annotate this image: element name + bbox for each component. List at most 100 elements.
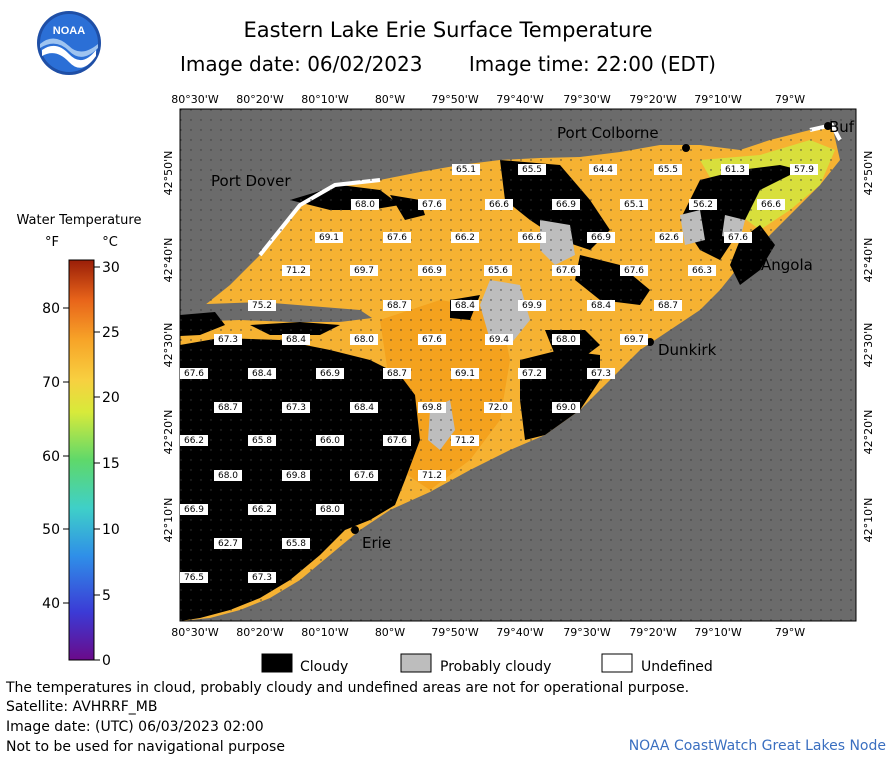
- temp-label: 68.4: [252, 369, 272, 379]
- temp-label: 69.1: [319, 233, 339, 243]
- lat-label: 42°30'N: [162, 323, 175, 368]
- key-undefined-label: Undefined: [641, 659, 713, 675]
- legend-f-tick: 60: [42, 449, 60, 465]
- temp-label: 71.2: [422, 471, 442, 481]
- temp-label-bg: [654, 300, 682, 311]
- lon-label: 79°10'W: [694, 626, 742, 639]
- legend-f-tick: 50: [42, 522, 60, 538]
- temp-label-bg: [587, 368, 615, 379]
- temp-label: 66.3: [692, 266, 712, 276]
- temp-label-bg: [282, 265, 310, 276]
- temp-label-bg: [180, 572, 208, 583]
- place-label: Port Dover: [211, 172, 291, 190]
- temp-label: 68.7: [387, 369, 407, 379]
- temp-label: 65.1: [456, 165, 476, 175]
- key-cloudy-swatch: [261, 653, 293, 673]
- lon-label: 79°50'W: [431, 93, 479, 106]
- temp-label-bg: [790, 164, 818, 175]
- temp-label-bg: [484, 402, 512, 413]
- image-date-time: Image date: 06/02/2023 Image time: 22:00…: [0, 52, 896, 76]
- temp-label: 66.0: [320, 436, 340, 446]
- lat-labels-right: 42°50'N 42°40'N 42°30'N 42°20'N 42°10'N: [862, 151, 875, 543]
- legend-c-tick: 5: [102, 588, 111, 604]
- temp-label: 68.4: [591, 301, 611, 311]
- legend-c-tick: 20: [102, 390, 120, 406]
- temp-label-bg: [689, 199, 717, 210]
- lon-label: 79°W: [775, 626, 805, 639]
- legend-c-ticks: 30 25 20 15 10 5 0: [94, 260, 120, 669]
- lat-lon-grid: [180, 109, 856, 621]
- temp-label-bg: [282, 470, 310, 481]
- temp-label-bg: [552, 334, 580, 345]
- temp-label-bg: [316, 368, 344, 379]
- temp-label-bg: [316, 504, 344, 515]
- temp-label: 69.9: [522, 301, 542, 311]
- lon-label: 79°W: [775, 93, 805, 106]
- temp-label-bg: [620, 334, 648, 345]
- lon-label: 79°10'W: [694, 93, 742, 106]
- temp-label-bg: [485, 334, 513, 345]
- temp-label-bg: [552, 265, 580, 276]
- temp-label-bg: [587, 300, 615, 311]
- temp-label: 69.1: [455, 369, 475, 379]
- legend-title: Water Temperature: [17, 213, 142, 228]
- temp-label: 68.7: [658, 301, 678, 311]
- temp-label-bg: [350, 265, 378, 276]
- place-label: Angola: [761, 256, 813, 274]
- temp-label-bg: [485, 199, 513, 210]
- temp-label: 65.6: [488, 266, 508, 276]
- temp-label-bg: [418, 199, 446, 210]
- temp-label: 66.6: [489, 200, 509, 210]
- lon-label: 79°20'W: [629, 626, 677, 639]
- temp-label-bg: [282, 538, 310, 549]
- temp-label-bg: [214, 402, 242, 413]
- lat-labels-left: 42°50'N 42°40'N 42°30'N 42°20'N 42°10'N: [162, 151, 175, 543]
- key-probably-cloudy-label: Probably cloudy: [440, 659, 552, 675]
- city-dot-angola: [748, 262, 756, 270]
- satellite: Satellite: AVHRRF_MB: [6, 699, 158, 715]
- temp-label-bg: [248, 572, 276, 583]
- temp-label: 66.6: [522, 233, 542, 243]
- legend-unit-f: °F: [45, 235, 59, 250]
- temp-label-bg: [350, 334, 378, 345]
- temp-label-bg: [688, 265, 716, 276]
- temp-label: 67.6: [184, 369, 204, 379]
- temp-label-bg: [418, 402, 446, 413]
- temp-label-bg: [383, 368, 411, 379]
- city-dot-buf: [824, 122, 832, 130]
- temp-label-bg: [518, 368, 546, 379]
- temp-label: 65.8: [252, 436, 272, 446]
- temp-label-bg: [282, 334, 310, 345]
- temp-label: 68.7: [387, 301, 407, 311]
- temp-label: 68.7: [218, 403, 238, 413]
- temp-label-bg: [214, 334, 242, 345]
- temp-label: 67.6: [624, 266, 644, 276]
- temp-label: 67.6: [556, 266, 576, 276]
- temp-label: 69.8: [286, 471, 306, 481]
- lat-label: 42°20'N: [162, 410, 175, 455]
- temp-label-bg: [451, 368, 479, 379]
- lat-label: 42°40'N: [162, 238, 175, 283]
- temp-label: 68.0: [354, 335, 374, 345]
- temp-label-bg: [248, 300, 276, 311]
- temp-label: 57.9: [794, 165, 814, 175]
- temp-label: 69.4: [489, 335, 509, 345]
- lon-labels-bottom: 80°30'W 80°20'W 80°10'W 80°W 79°50'W 79°40'W 7…: [171, 626, 805, 639]
- temp-label: 69.7: [354, 266, 374, 276]
- temp-label-bg: [248, 368, 276, 379]
- temp-label: 67.3: [252, 573, 272, 583]
- temp-label: 66.2: [455, 233, 475, 243]
- temp-label: 68.4: [286, 335, 306, 345]
- temp-label-bg: [418, 334, 446, 345]
- place-label: Erie: [362, 534, 391, 552]
- temp-label-bg: [451, 300, 479, 311]
- disclaimer: The temperatures in cloud, probably clou…: [6, 680, 690, 696]
- temp-label-bg: [383, 232, 411, 243]
- nav-warning: Not to be used for navigational purpose: [6, 739, 285, 755]
- temp-label: 66.9: [184, 505, 204, 515]
- key-probably-cloudy-swatch: [400, 653, 432, 673]
- lon-label: 79°20'W: [629, 93, 677, 106]
- temp-label: 67.3: [218, 335, 238, 345]
- lat-label: 42°10'N: [862, 498, 875, 543]
